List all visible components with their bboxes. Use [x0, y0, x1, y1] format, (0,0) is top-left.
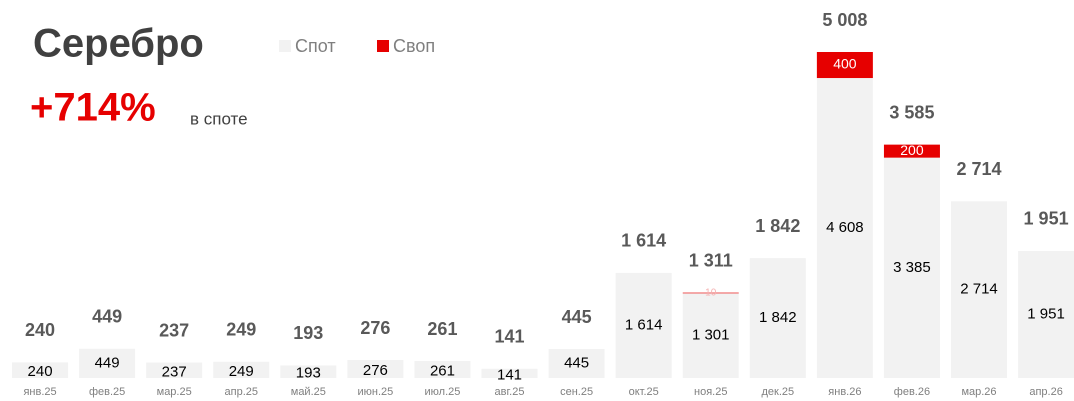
data-label: 10 — [705, 288, 717, 299]
legend-swatch — [279, 40, 291, 52]
total-label: 240 — [25, 320, 55, 340]
annotation: в споте — [190, 109, 248, 128]
total-label: 5 008 — [822, 10, 867, 30]
data-label: 261 — [430, 362, 455, 379]
total-label: 449 — [92, 307, 122, 327]
data-label: 2 714 — [960, 281, 998, 298]
x-tick-label: мар.26 — [961, 386, 996, 398]
x-tick-label: фев.26 — [894, 386, 930, 398]
x-tick-label: окт.25 — [629, 386, 659, 398]
bar-segment — [951, 201, 1008, 378]
x-tick-label: янв.26 — [828, 386, 861, 398]
data-label: 193 — [296, 365, 321, 382]
x-tick-label: июл.25 — [425, 386, 461, 398]
total-label: 237 — [159, 320, 189, 340]
bar-segment — [816, 78, 873, 379]
total-label: 141 — [495, 327, 525, 347]
x-tick-label: ноя.25 — [694, 386, 727, 398]
data-label: 237 — [162, 363, 187, 380]
data-label: 4 608 — [826, 219, 864, 236]
data-label: 141 — [497, 366, 522, 383]
total-label: 261 — [427, 319, 457, 339]
bar-segment — [481, 368, 538, 378]
legend-label: Своп — [393, 36, 435, 56]
bar-segment — [548, 349, 605, 378]
bar-segment — [280, 365, 337, 378]
data-label: 249 — [229, 363, 254, 380]
bar-segment — [615, 272, 672, 378]
bar-segment — [883, 157, 940, 378]
total-label: 249 — [226, 320, 256, 340]
bar-segment — [1018, 250, 1074, 378]
chart-title: Серебро — [33, 22, 204, 66]
data-label: 400 — [833, 56, 857, 72]
total-label: 1 311 — [689, 250, 733, 270]
legend-label: Спот — [295, 36, 336, 56]
bar-segment — [213, 361, 270, 378]
data-label: 200 — [900, 142, 924, 158]
bar-segment — [146, 362, 203, 378]
x-tick-label: авг.25 — [495, 386, 525, 398]
x-tick-label: апр.26 — [1029, 386, 1062, 398]
bar-segment — [682, 293, 739, 378]
x-tick-label: май.25 — [291, 386, 326, 398]
x-tick-label: сен.25 — [560, 386, 593, 398]
bar-segment — [347, 360, 404, 378]
total-label: 2 714 — [956, 159, 1001, 179]
bar-segment — [749, 258, 806, 378]
legend-swatch — [377, 40, 389, 52]
total-label: 445 — [562, 307, 592, 327]
x-tick-label: апр.25 — [225, 386, 258, 398]
bar-segment — [79, 348, 136, 378]
data-label: 240 — [28, 363, 53, 380]
data-label: 1 301 — [692, 327, 730, 344]
total-label: 1 951 — [1024, 209, 1069, 229]
data-label: 445 — [564, 354, 589, 371]
annotation: +714% — [30, 86, 156, 130]
total-label: 193 — [293, 323, 323, 343]
x-tick-label: мар.25 — [157, 386, 192, 398]
x-tick-label: фев.25 — [89, 386, 125, 398]
total-label: 1 614 — [621, 231, 666, 251]
data-label: 3 385 — [893, 259, 931, 276]
x-tick-label: янв.25 — [23, 386, 56, 398]
data-label: 449 — [95, 354, 120, 371]
bar-segment — [414, 361, 471, 378]
data-label: 1 614 — [625, 316, 663, 333]
bar-segment — [12, 362, 69, 378]
total-label: 3 585 — [889, 102, 934, 122]
x-tick-label: дек.25 — [761, 386, 794, 398]
data-label: 276 — [363, 362, 388, 379]
bar-segment — [682, 292, 739, 294]
data-label: 1 842 — [759, 309, 797, 326]
bar-segment — [883, 144, 940, 158]
x-tick-label: июн.25 — [358, 386, 394, 398]
bar-segment — [816, 52, 873, 79]
total-label: 1 842 — [755, 216, 800, 236]
total-label: 276 — [360, 318, 390, 338]
data-label: 1 951 — [1027, 305, 1065, 322]
